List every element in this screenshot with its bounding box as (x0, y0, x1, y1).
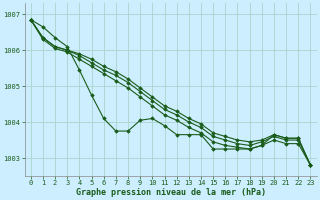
X-axis label: Graphe pression niveau de la mer (hPa): Graphe pression niveau de la mer (hPa) (76, 188, 266, 197)
